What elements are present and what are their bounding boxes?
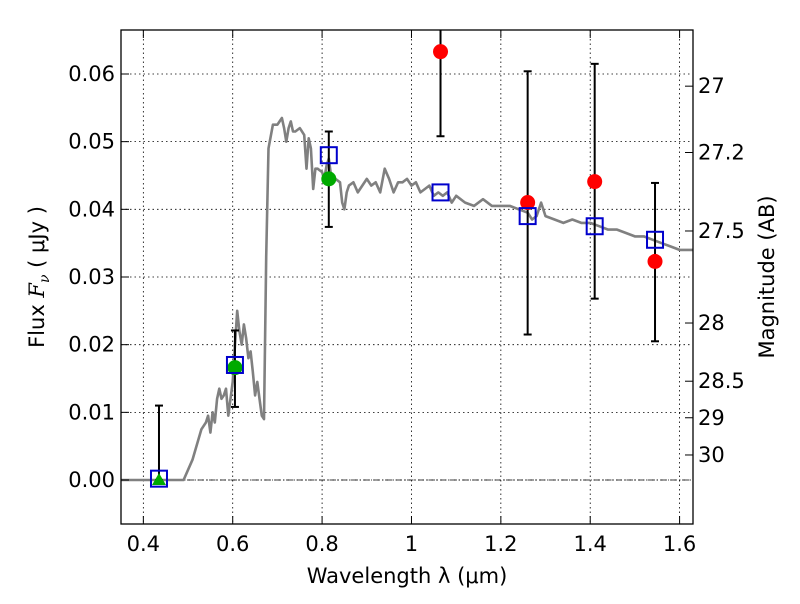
y-tick-label: 0.01: [68, 400, 115, 424]
x-tick-label: 0.6: [216, 532, 249, 556]
green-triangle-point: [151, 473, 166, 486]
y-axis-label: Flux Fν ( μJy ): [25, 206, 53, 348]
model-square-point: [225, 355, 244, 374]
y-tick-label: 0.06: [68, 62, 115, 86]
y-axis-label-symbol: F: [25, 282, 49, 299]
red-data-point: [433, 44, 449, 60]
x-tick-label: 1.2: [484, 532, 517, 556]
grid: [121, 30, 693, 524]
model-square-point: [149, 469, 168, 488]
x-axis-label: Wavelength λ (μm): [307, 564, 508, 588]
x-tick-label: 1.6: [663, 532, 696, 556]
red-data-point: [647, 253, 663, 269]
y2-tick-label: 29: [698, 406, 725, 430]
axes: 0.4 0.6 0.8 1 1.2 1.4 1.6 0.00 0.01 0.02 0.03 0.04 0…: [68, 30, 745, 556]
x-tick-label: 1: [405, 532, 418, 556]
y-axis-label-subscript: ν: [37, 274, 53, 283]
y2-tick-label: 28: [698, 311, 725, 335]
y2-tick-label: 27.2: [698, 140, 745, 164]
y-tick-label: 0.00: [68, 468, 115, 492]
x-tick-label: 1.4: [574, 532, 607, 556]
model-square-point: [319, 146, 338, 165]
model-square-point: [646, 230, 665, 249]
y-tick-label: 0.04: [68, 197, 115, 221]
y-tick-label: 0.02: [68, 333, 115, 357]
x-tick-label: 0.4: [127, 532, 160, 556]
red-data-point: [587, 174, 603, 190]
y2-tick-label: 30: [698, 443, 725, 467]
y-tick-label: 0.05: [68, 130, 115, 154]
red-data-point: [520, 195, 536, 211]
green-data-point: [321, 171, 337, 187]
y2-tick-label: 27.5: [698, 219, 745, 243]
model-spectrum-line: [121, 116, 693, 482]
model-square-point: [431, 183, 450, 202]
y-tick-label: 0.03: [68, 265, 115, 289]
y2-tick-label: 27: [698, 74, 725, 98]
model-square-point: [585, 217, 604, 236]
y2-tick-label: 28.5: [698, 369, 745, 393]
y-axis-label-prefix: Flux: [25, 298, 49, 348]
plot-area: [121, 30, 693, 488]
green-data-point: [227, 360, 243, 376]
x-tick-label: 0.8: [305, 532, 338, 556]
plot-frame: [120, 29, 694, 525]
model-square-point: [518, 207, 537, 226]
y2-axis-label: Magnitude (AB): [755, 195, 779, 358]
y-axis-label-suffix: ( μJy ): [25, 206, 49, 274]
